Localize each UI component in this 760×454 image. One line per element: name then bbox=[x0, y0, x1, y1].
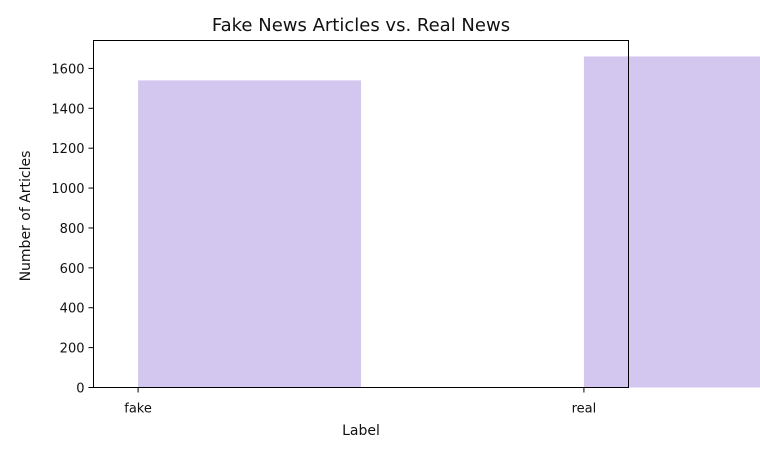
y-tick-label: 0 bbox=[76, 382, 84, 397]
plot-frame bbox=[93, 40, 629, 388]
y-tick-label: 200 bbox=[60, 342, 85, 357]
x-tick-label-real: real bbox=[572, 402, 597, 417]
bars-group bbox=[138, 56, 760, 388]
x-tick-label-fake: fake bbox=[124, 402, 152, 417]
y-axis: 0 200 400 600 800 1000 1200 1400 1600 bbox=[51, 62, 94, 397]
y-tick-label: 1200 bbox=[51, 142, 84, 157]
chart-title: Fake News Articles vs. Real News bbox=[212, 15, 510, 36]
y-tick-label: 600 bbox=[60, 262, 85, 277]
x-axis: fake real bbox=[124, 387, 597, 417]
x-axis-label: Label bbox=[342, 423, 380, 439]
bar-real bbox=[583, 56, 760, 388]
y-axis-label: Number of Articles bbox=[18, 151, 34, 282]
bar-fake bbox=[138, 80, 361, 388]
y-tick-label: 1000 bbox=[51, 182, 84, 197]
y-tick-label: 800 bbox=[60, 222, 85, 237]
y-tick-label: 1600 bbox=[51, 62, 84, 77]
y-tick-label: 400 bbox=[60, 302, 85, 317]
y-tick-label: 1400 bbox=[51, 102, 84, 117]
